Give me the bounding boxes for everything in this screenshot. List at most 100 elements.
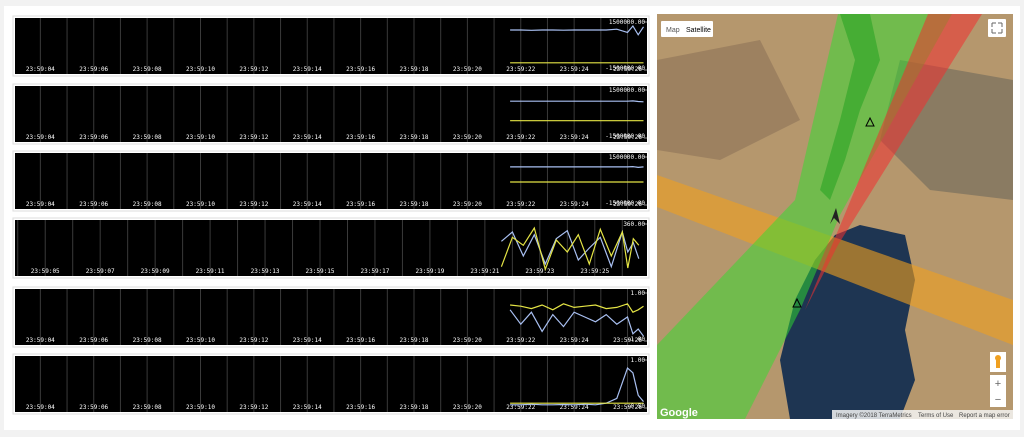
x-tick-label: 23:59:14	[293, 134, 322, 141]
terms-link[interactable]: Terms of Use	[918, 413, 954, 419]
x-tick-label: 23:59:08	[133, 66, 162, 73]
x-tick-label: 23:59:18	[400, 66, 429, 73]
x-tick-label: 23:59:16	[346, 66, 375, 73]
x-tick-label: 23:59:12	[239, 66, 268, 73]
x-tick-label: 23:59:21	[470, 268, 499, 275]
google-logo: Google	[660, 407, 698, 419]
x-tick-label: 23:59:20	[453, 134, 482, 141]
x-tick-label: 23:59:11	[196, 268, 225, 275]
zoom-control	[990, 375, 1006, 407]
x-tick-label: 23:59:18	[400, 404, 429, 411]
x-tick-label: 23:59:14	[293, 66, 322, 73]
fullscreen-button[interactable]	[988, 19, 1006, 37]
x-tick-label: 23:59:24	[560, 404, 589, 411]
x-tick-label: 23:59:24	[560, 337, 589, 344]
x-tick-label: 23:59:25	[580, 268, 609, 275]
x-tick-label: 23:59:06	[79, 201, 108, 208]
map-button[interactable]: Map	[666, 27, 680, 34]
x-tick-label: 23:59:06	[79, 134, 108, 141]
series-line	[510, 100, 644, 103]
x-tick-label: 23:59:19	[415, 268, 444, 275]
x-tick-label: 23:59:09	[141, 268, 170, 275]
report-link[interactable]: Report a map error	[959, 413, 1010, 419]
x-tick-label: 23:59:14	[293, 404, 322, 411]
x-tick-label: 23:59:10	[186, 134, 215, 141]
x-tick-label: 23:59:06	[79, 337, 108, 344]
fullscreen-icon	[991, 22, 1003, 34]
x-tick-label: 23:59:18	[400, 337, 429, 344]
attribution-bar	[832, 410, 1013, 419]
x-tick-label: 23:59:10	[186, 404, 215, 411]
x-tick-label: 23:59:05	[31, 268, 60, 275]
series-line	[500, 226, 640, 272]
map[interactable]: Map Satellite + − Google Imagery ©2018 T…	[657, 14, 1013, 419]
x-tick-label: 23:59:24	[560, 201, 589, 208]
chart-panel: 23:59:04 23:59:06 23:59:08 23:59:10 23:59:12…	[15, 86, 647, 142]
x-tick-label: 23:59:20	[453, 66, 482, 73]
series-line	[509, 309, 644, 337]
series-line	[510, 366, 644, 406]
x-tick-label: 23:59:23	[525, 268, 554, 275]
x-tick-label: 23:59:26	[613, 66, 642, 73]
x-tick-label: 23:59:12	[239, 134, 268, 141]
x-tick-label: 23:59:26	[613, 134, 642, 141]
x-tick-label: 23:59:24	[560, 134, 589, 141]
chart-panel: 23:59:04 23:59:06 23:59:08 23:59:10 23:59:12…	[15, 356, 647, 412]
x-tick-label: 23:59:16	[346, 404, 375, 411]
marker[interactable]	[830, 208, 840, 224]
marker[interactable]	[792, 297, 802, 308]
plot-area	[15, 289, 647, 345]
x-tick-label: 23:59:18	[400, 201, 429, 208]
x-tick-label: 23:59:20	[453, 337, 482, 344]
zoom-in[interactable]: +	[995, 378, 1001, 390]
x-tick-label: 23:59:18	[400, 134, 429, 141]
x-tick-label: 23:59:12	[239, 201, 268, 208]
zoom-out[interactable]: −	[995, 394, 1001, 406]
marker[interactable]	[865, 116, 875, 127]
chart-panel: 23:59:04 23:59:06 23:59:08 23:59:10 23:59:12…	[15, 289, 647, 345]
x-tick-label: 23:59:04	[26, 134, 55, 141]
plot-area	[15, 18, 647, 74]
x-tick-label: 23:59:24	[560, 66, 589, 73]
x-tick-label: 23:59:08	[133, 201, 162, 208]
y-tick-label: 1500000.00	[609, 154, 646, 161]
x-tick-label: 23:59:08	[133, 134, 162, 141]
y-tick-label: -1500000.00	[605, 200, 645, 207]
x-tick-label: 23:59:08	[133, 404, 162, 411]
x-tick-label: 23:59:13	[251, 268, 280, 275]
y-tick-label: 360.00	[623, 221, 645, 228]
orange-band	[657, 175, 1013, 345]
x-tick-label: 23:59:26	[613, 404, 642, 411]
x-tick-label: 23:59:10	[186, 66, 215, 73]
x-tick-label: 23:59:14	[293, 337, 322, 344]
y-tick-label: -1500000.00	[605, 133, 645, 140]
x-tick-label: 23:59:22	[506, 337, 535, 344]
x-tick-label: 23:59:06	[79, 66, 108, 73]
series-line	[510, 24, 645, 36]
x-tick-label: 23:59:10	[186, 337, 215, 344]
x-tick-label: 23:59:20	[453, 404, 482, 411]
y-tick-label: -1.00	[627, 336, 645, 343]
y-tick-label: -0.50	[627, 403, 645, 410]
x-tick-label: 23:59:04	[26, 337, 55, 344]
terrain	[657, 40, 800, 160]
x-tick-label: 23:59:10	[186, 201, 215, 208]
x-tick-label: 23:59:04	[26, 404, 55, 411]
map-type-control	[661, 21, 713, 37]
x-tick-label: 23:59:26	[613, 337, 642, 344]
chart-panel: 23:59:0323:59:0523:59:0723:59:0923:59:11…	[15, 220, 647, 276]
series-line	[510, 165, 644, 169]
x-tick-label: 23:59:26	[613, 201, 642, 208]
x-tick-label: 23:59:17	[361, 268, 390, 275]
y-tick-label: 1.00	[631, 357, 646, 364]
pegman	[996, 360, 1000, 368]
pegman	[995, 355, 1001, 361]
satellite-button[interactable]: Satellite	[686, 27, 711, 34]
series-line	[510, 303, 644, 313]
x-tick-label: 23:59:04	[26, 66, 55, 73]
x-tick-label: 23:59:22	[506, 66, 535, 73]
y-tick-label: -1500000.00	[605, 65, 645, 72]
x-tick-label: 23:59:08	[133, 337, 162, 344]
